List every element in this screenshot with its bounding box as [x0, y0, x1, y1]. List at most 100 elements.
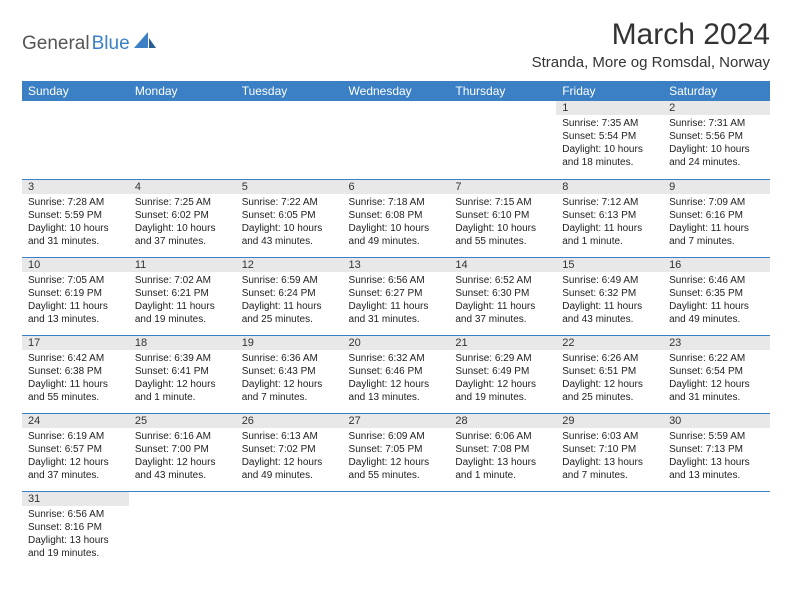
empty-cell: [663, 491, 770, 569]
detail-line: Sunrise: 6:42 AM: [28, 352, 123, 365]
detail-line: Sunrise: 6:22 AM: [669, 352, 764, 365]
empty-cell: [129, 101, 236, 179]
detail-line: Daylight: 10 hours: [455, 222, 550, 235]
day-number: 20: [343, 336, 450, 350]
detail-line: Sunset: 7:13 PM: [669, 443, 764, 456]
detail-line: Daylight: 11 hours: [28, 378, 123, 391]
day-details: Sunrise: 7:02 AMSunset: 6:21 PMDaylight:…: [129, 272, 236, 328]
detail-line: Sunset: 6:16 PM: [669, 209, 764, 222]
empty-cell: [129, 491, 236, 569]
day-details: Sunrise: 6:36 AMSunset: 6:43 PMDaylight:…: [236, 350, 343, 406]
detail-line: Daylight: 12 hours: [135, 456, 230, 469]
day-number: 1: [556, 101, 663, 115]
day-number: 29: [556, 414, 663, 428]
detail-line: Sunset: 6:46 PM: [349, 365, 444, 378]
location: Stranda, More og Romsdal, Norway: [532, 54, 770, 71]
day-number: 28: [449, 414, 556, 428]
detail-line: Daylight: 10 hours: [242, 222, 337, 235]
day-cell: 7Sunrise: 7:15 AMSunset: 6:10 PMDaylight…: [449, 179, 556, 257]
detail-line: Sunrise: 6:32 AM: [349, 352, 444, 365]
day-details: Sunrise: 7:12 AMSunset: 6:13 PMDaylight:…: [556, 194, 663, 250]
day-details: Sunrise: 6:39 AMSunset: 6:41 PMDaylight:…: [129, 350, 236, 406]
day-cell: 25Sunrise: 6:16 AMSunset: 7:00 PMDayligh…: [129, 413, 236, 491]
day-number: 5: [236, 180, 343, 194]
day-cell: 1Sunrise: 7:35 AMSunset: 5:54 PMDaylight…: [556, 101, 663, 179]
detail-line: and 49 minutes.: [669, 313, 764, 326]
empty-cell: [449, 101, 556, 179]
day-details: Sunrise: 6:42 AMSunset: 6:38 PMDaylight:…: [22, 350, 129, 406]
day-cell: 3Sunrise: 7:28 AMSunset: 5:59 PMDaylight…: [22, 179, 129, 257]
day-cell: 17Sunrise: 6:42 AMSunset: 6:38 PMDayligh…: [22, 335, 129, 413]
day-cell: 5Sunrise: 7:22 AMSunset: 6:05 PMDaylight…: [236, 179, 343, 257]
detail-line: Sunrise: 7:25 AM: [135, 196, 230, 209]
day-cell: 23Sunrise: 6:22 AMSunset: 6:54 PMDayligh…: [663, 335, 770, 413]
detail-line: and 55 minutes.: [349, 469, 444, 482]
day-cell: 27Sunrise: 6:09 AMSunset: 7:05 PMDayligh…: [343, 413, 450, 491]
detail-line: Sunrise: 6:16 AM: [135, 430, 230, 443]
day-number: 30: [663, 414, 770, 428]
day-cell: 24Sunrise: 6:19 AMSunset: 6:57 PMDayligh…: [22, 413, 129, 491]
detail-line: Daylight: 11 hours: [562, 222, 657, 235]
day-details: Sunrise: 6:16 AMSunset: 7:00 PMDaylight:…: [129, 428, 236, 484]
day-details: Sunrise: 6:49 AMSunset: 6:32 PMDaylight:…: [556, 272, 663, 328]
detail-line: Daylight: 11 hours: [455, 300, 550, 313]
detail-line: Daylight: 13 hours: [669, 456, 764, 469]
day-number: 26: [236, 414, 343, 428]
day-cell: 19Sunrise: 6:36 AMSunset: 6:43 PMDayligh…: [236, 335, 343, 413]
detail-line: Daylight: 11 hours: [349, 300, 444, 313]
detail-line: Sunset: 6:10 PM: [455, 209, 550, 222]
day-number: 24: [22, 414, 129, 428]
calendar-row: 17Sunrise: 6:42 AMSunset: 6:38 PMDayligh…: [22, 335, 770, 413]
day-cell: 2Sunrise: 7:31 AMSunset: 5:56 PMDaylight…: [663, 101, 770, 179]
day-details: Sunrise: 6:09 AMSunset: 7:05 PMDaylight:…: [343, 428, 450, 484]
day-number: 27: [343, 414, 450, 428]
detail-line: and 7 minutes.: [242, 391, 337, 404]
detail-line: and 18 minutes.: [562, 156, 657, 169]
detail-line: Sunset: 6:49 PM: [455, 365, 550, 378]
detail-line: Sunrise: 7:35 AM: [562, 117, 657, 130]
empty-cell: [449, 491, 556, 569]
day-details: Sunrise: 7:31 AMSunset: 5:56 PMDaylight:…: [663, 115, 770, 171]
detail-line: Daylight: 11 hours: [28, 300, 123, 313]
day-cell: 13Sunrise: 6:56 AMSunset: 6:27 PMDayligh…: [343, 257, 450, 335]
day-details: Sunrise: 7:05 AMSunset: 6:19 PMDaylight:…: [22, 272, 129, 328]
detail-line: Sunrise: 7:22 AM: [242, 196, 337, 209]
detail-line: Sunrise: 6:49 AM: [562, 274, 657, 287]
day-cell: 22Sunrise: 6:26 AMSunset: 6:51 PMDayligh…: [556, 335, 663, 413]
detail-line: Sunrise: 6:29 AM: [455, 352, 550, 365]
detail-line: and 19 minutes.: [455, 391, 550, 404]
day-details: Sunrise: 7:15 AMSunset: 6:10 PMDaylight:…: [449, 194, 556, 250]
detail-line: and 37 minutes.: [455, 313, 550, 326]
detail-line: and 25 minutes.: [242, 313, 337, 326]
weekday-header: Sunday: [22, 81, 129, 101]
day-details: Sunrise: 6:29 AMSunset: 6:49 PMDaylight:…: [449, 350, 556, 406]
detail-line: Sunset: 5:56 PM: [669, 130, 764, 143]
day-details: Sunrise: 7:22 AMSunset: 6:05 PMDaylight:…: [236, 194, 343, 250]
detail-line: Daylight: 12 hours: [669, 378, 764, 391]
detail-line: Sunrise: 7:28 AM: [28, 196, 123, 209]
day-cell: 28Sunrise: 6:06 AMSunset: 7:08 PMDayligh…: [449, 413, 556, 491]
day-details: Sunrise: 6:06 AMSunset: 7:08 PMDaylight:…: [449, 428, 556, 484]
day-number: 8: [556, 180, 663, 194]
day-details: Sunrise: 6:32 AMSunset: 6:46 PMDaylight:…: [343, 350, 450, 406]
detail-line: Sunset: 8:16 PM: [28, 521, 123, 534]
day-cell: 11Sunrise: 7:02 AMSunset: 6:21 PMDayligh…: [129, 257, 236, 335]
detail-line: Sunset: 6:41 PM: [135, 365, 230, 378]
day-cell: 21Sunrise: 6:29 AMSunset: 6:49 PMDayligh…: [449, 335, 556, 413]
day-number: 9: [663, 180, 770, 194]
day-number: 7: [449, 180, 556, 194]
logo: GeneralBlue: [22, 32, 156, 55]
detail-line: and 31 minutes.: [669, 391, 764, 404]
detail-line: Sunset: 6:02 PM: [135, 209, 230, 222]
day-cell: 15Sunrise: 6:49 AMSunset: 6:32 PMDayligh…: [556, 257, 663, 335]
detail-line: Daylight: 11 hours: [669, 222, 764, 235]
day-details: Sunrise: 6:56 AMSunset: 8:16 PMDaylight:…: [22, 506, 129, 562]
detail-line: and 55 minutes.: [455, 235, 550, 248]
detail-line: Sunset: 5:54 PM: [562, 130, 657, 143]
day-number: 25: [129, 414, 236, 428]
detail-line: Sunrise: 6:03 AM: [562, 430, 657, 443]
day-number: 31: [22, 492, 129, 506]
detail-line: Sunset: 6:51 PM: [562, 365, 657, 378]
detail-line: Sunrise: 7:12 AM: [562, 196, 657, 209]
detail-line: and 31 minutes.: [349, 313, 444, 326]
